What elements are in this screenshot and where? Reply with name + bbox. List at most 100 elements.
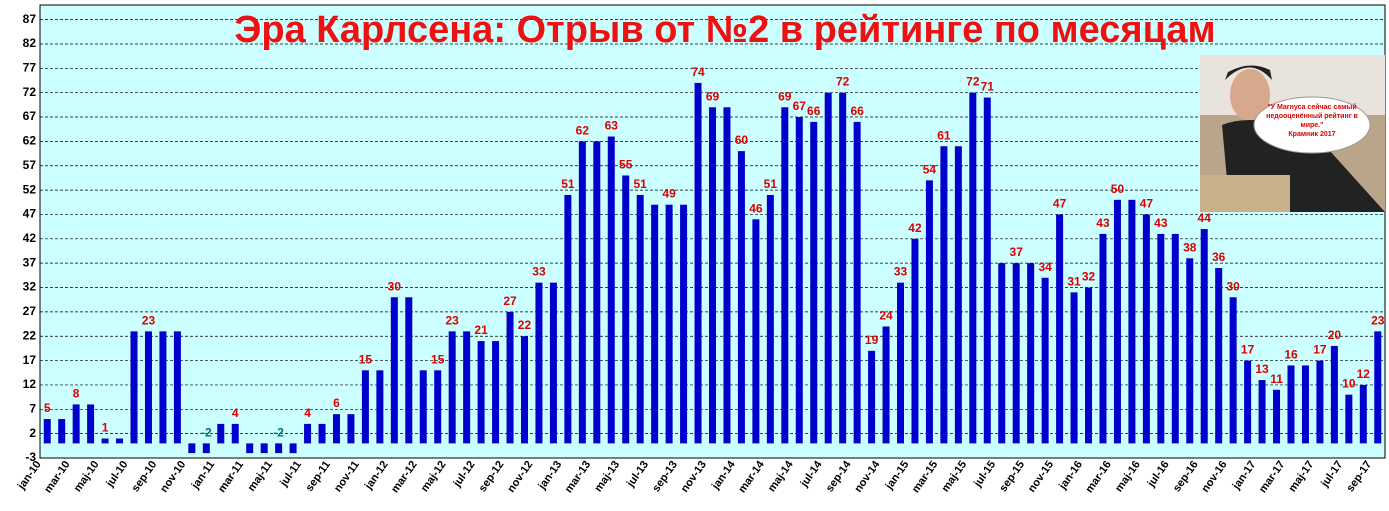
bar [492, 341, 500, 444]
bar [72, 404, 80, 444]
value-label: 50 [1111, 182, 1125, 196]
x-tick-label: jan-16 [1056, 459, 1085, 493]
x-tick-label: sep-13 [650, 459, 680, 494]
bar [477, 341, 485, 444]
value-label: 23 [1371, 313, 1385, 327]
bar [665, 204, 673, 444]
speech-bubble [1253, 96, 1371, 154]
bar [925, 180, 933, 444]
value-label: 24 [879, 308, 893, 322]
x-tick-label: jan-10 [15, 459, 44, 493]
y-tick-label: 47 [23, 207, 37, 221]
value-label: 15 [431, 352, 445, 366]
value-label: 5 [44, 401, 51, 415]
bar [1142, 214, 1150, 444]
y-tick-label: 52 [23, 182, 37, 196]
bar [1244, 360, 1252, 444]
bar [260, 443, 268, 454]
bars [43, 82, 1382, 454]
bar [680, 204, 688, 444]
bar [463, 331, 471, 444]
bar [347, 414, 355, 444]
value-label: 47 [1140, 196, 1154, 210]
bar [1200, 229, 1208, 444]
bar [1258, 380, 1266, 444]
value-label: 4 [232, 406, 239, 420]
x-tick-label: mar-15 [910, 459, 941, 495]
value-label: 13 [1255, 362, 1269, 376]
x-tick-label: maj-12 [419, 459, 449, 494]
value-label: 6 [333, 396, 340, 410]
bar [1099, 233, 1107, 444]
quote-author: Крамник 2017 [1288, 131, 1336, 138]
x-tick-label: sep-17 [1344, 459, 1374, 494]
bar [1215, 268, 1223, 444]
value-label: 16 [1284, 347, 1298, 361]
y-tick-label: 27 [23, 304, 37, 318]
bar [752, 219, 760, 444]
bar [622, 175, 630, 444]
value-label: 12 [1357, 367, 1371, 381]
bar [940, 146, 948, 444]
bar [1113, 199, 1121, 444]
value-label: 54 [923, 162, 937, 176]
value-label: -2 [201, 425, 212, 439]
bar [1027, 263, 1035, 444]
x-tick-label: maj-16 [1113, 459, 1143, 494]
x-tick-label: maj-15 [939, 459, 969, 494]
value-label: 31 [1067, 274, 1081, 288]
x-tick-label: jul-17 [1318, 459, 1345, 490]
bar [159, 331, 167, 444]
y-tick-label: 87 [23, 12, 37, 26]
x-tick-label: sep-12 [477, 459, 507, 494]
x-tick-label: nov-10 [158, 459, 188, 495]
bar [694, 82, 702, 444]
x-tick-label: jan-15 [883, 459, 912, 493]
bar [318, 423, 326, 444]
value-label: 43 [1154, 216, 1168, 230]
value-label: 46 [749, 201, 763, 215]
y-tick-label: 32 [23, 280, 37, 294]
y-tick-label: 17 [23, 353, 37, 367]
y-tick-label: 42 [23, 231, 37, 245]
bar [419, 370, 427, 444]
value-label: 33 [894, 265, 908, 279]
bar [304, 423, 312, 444]
bar [824, 92, 832, 444]
bar [506, 311, 514, 444]
y-tick-label: 22 [23, 328, 37, 342]
value-label: 72 [836, 75, 850, 89]
value-label: 62 [576, 123, 590, 137]
x-tick-label: jul-14 [798, 458, 825, 490]
y-tick-label: -3 [25, 450, 36, 464]
photo-board [1200, 175, 1290, 212]
x-tick-label: maj-10 [72, 459, 102, 494]
value-label: 60 [735, 133, 749, 147]
x-tick-label: mar-10 [42, 459, 73, 495]
value-label: 17 [1313, 343, 1327, 357]
value-label: 42 [908, 221, 922, 235]
value-label: 66 [807, 104, 821, 118]
bar [332, 414, 340, 444]
x-tick-label: nov-13 [679, 459, 709, 495]
bar [709, 107, 716, 444]
photo-face [1230, 69, 1270, 121]
bar [58, 419, 66, 444]
value-label: 38 [1183, 240, 1197, 254]
y-tick-label: 62 [23, 134, 37, 148]
value-label: 21 [474, 323, 488, 337]
value-label: 72 [966, 75, 980, 89]
x-tick-label: jul-13 [624, 459, 651, 490]
bar [1330, 345, 1338, 444]
bar [1056, 214, 1064, 444]
value-label: 20 [1328, 328, 1342, 342]
bar [361, 370, 369, 444]
x-tick-label: maj-14 [766, 458, 796, 494]
bar [101, 438, 109, 444]
x-tick-label: mar-12 [389, 459, 420, 495]
bar [434, 370, 442, 444]
bar [448, 331, 456, 444]
bar [390, 297, 398, 444]
value-label: 49 [662, 187, 676, 201]
bar [1085, 287, 1093, 444]
